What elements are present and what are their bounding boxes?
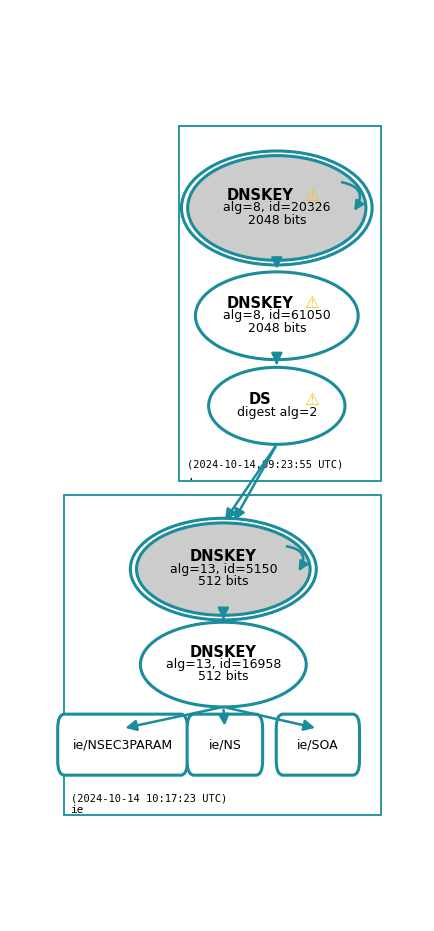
Ellipse shape [208, 368, 344, 444]
Text: 2048 bits: 2048 bits [247, 214, 306, 227]
Text: ⚠: ⚠ [303, 294, 319, 313]
Text: (2024-10-14 10:17:23 UTC): (2024-10-14 10:17:23 UTC) [71, 793, 227, 803]
FancyBboxPatch shape [187, 714, 262, 776]
Text: 2048 bits: 2048 bits [247, 321, 306, 334]
FancyArrowPatch shape [286, 546, 306, 569]
Text: 512 bits: 512 bits [197, 575, 248, 587]
FancyBboxPatch shape [179, 126, 380, 481]
Text: ⚠: ⚠ [303, 391, 319, 409]
Text: alg=8, id=20326: alg=8, id=20326 [223, 201, 330, 214]
Text: ie: ie [71, 805, 85, 816]
Text: ie/SOA: ie/SOA [296, 738, 338, 751]
Text: DNSKEY: DNSKEY [226, 296, 293, 311]
Text: 512 bits: 512 bits [197, 670, 248, 683]
Ellipse shape [136, 523, 309, 615]
Text: alg=13, id=16958: alg=13, id=16958 [165, 658, 280, 671]
Text: DNSKEY: DNSKEY [190, 549, 256, 564]
Ellipse shape [195, 272, 357, 359]
Ellipse shape [140, 622, 306, 707]
Text: DNSKEY: DNSKEY [190, 645, 256, 660]
FancyBboxPatch shape [58, 714, 187, 776]
FancyArrowPatch shape [341, 182, 362, 209]
Ellipse shape [187, 155, 365, 261]
Text: digest alg=2: digest alg=2 [236, 406, 316, 419]
FancyBboxPatch shape [63, 495, 381, 815]
Text: ⚠: ⚠ [303, 186, 319, 205]
Text: ie/NSEC3PARAM: ie/NSEC3PARAM [72, 738, 172, 751]
Text: .: . [187, 472, 193, 482]
Text: alg=8, id=61050: alg=8, id=61050 [222, 309, 330, 322]
Text: (2024-10-14,09:23:55 UTC): (2024-10-14,09:23:55 UTC) [187, 460, 342, 470]
FancyBboxPatch shape [276, 714, 358, 776]
Text: DNSKEY: DNSKEY [226, 188, 293, 203]
Text: DS: DS [248, 392, 270, 407]
Text: alg=13, id=5150: alg=13, id=5150 [169, 562, 276, 575]
Text: ie/NS: ie/NS [208, 738, 241, 751]
